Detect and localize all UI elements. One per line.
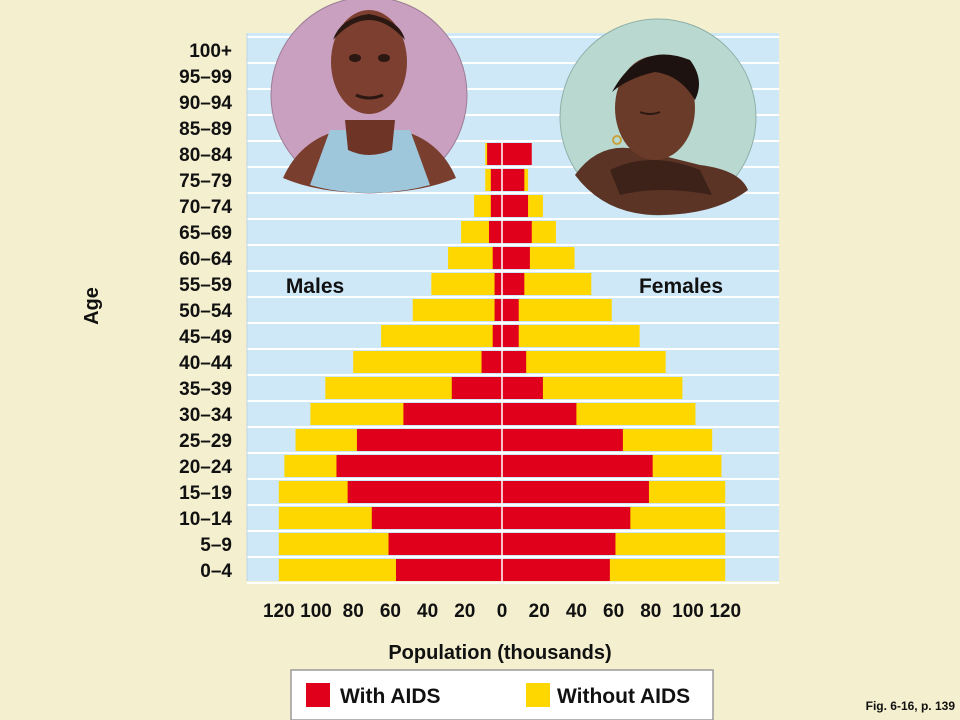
age-label: 100+ xyxy=(189,41,232,62)
age-label: 55–59 xyxy=(179,275,232,296)
bar-female-with-aids xyxy=(502,403,577,425)
bar-female-without-aids xyxy=(502,299,612,321)
bar-male-with-aids xyxy=(494,273,502,295)
age-label: 45–49 xyxy=(179,327,232,348)
bar-male-with-aids xyxy=(403,403,502,425)
bar-male-with-aids xyxy=(347,481,502,503)
males-label: Males xyxy=(286,275,344,298)
bar-male-with-aids xyxy=(356,429,502,451)
bar-female-with-aids xyxy=(502,195,529,217)
x-tick-label: 100 xyxy=(300,601,332,622)
bar-female-with-aids xyxy=(502,273,525,295)
bar-female-with-aids xyxy=(502,507,631,529)
bar-male-without-aids xyxy=(412,299,502,321)
x-tick-label: 40 xyxy=(566,601,587,622)
bar-male-with-aids xyxy=(395,559,502,581)
bar-male-with-aids xyxy=(488,221,502,243)
bar-male-with-aids xyxy=(490,195,502,217)
bar-male-with-aids xyxy=(451,377,502,399)
legend-swatch-with-aids xyxy=(306,683,330,707)
bar-female-with-aids xyxy=(502,143,532,165)
bar-male-without-aids xyxy=(448,247,502,269)
bar-female-with-aids xyxy=(502,429,623,451)
bar-female-with-aids xyxy=(502,533,616,555)
bar-female-with-aids xyxy=(502,377,543,399)
age-label: 75–79 xyxy=(179,171,232,192)
bar-female-with-aids xyxy=(502,221,532,243)
bar-female-without-aids xyxy=(502,377,683,399)
bar-female-with-aids xyxy=(502,325,519,347)
man-portrait-image xyxy=(270,0,468,194)
age-label: 30–34 xyxy=(179,405,232,426)
x-tick-label: 60 xyxy=(380,601,401,622)
bar-male-without-aids xyxy=(431,273,502,295)
bar-female-with-aids xyxy=(502,351,527,373)
figure-caption: Fig. 6-16, p. 139 xyxy=(866,699,956,713)
y-axis-title: Age xyxy=(81,287,103,325)
bar-male-with-aids xyxy=(494,299,502,321)
bar-female-with-aids xyxy=(502,455,653,477)
age-labels: 0–4 5–9 10–14 15–19 20–24 25–29 30–34 35–39 40–4… xyxy=(179,41,232,582)
age-label: 5–9 xyxy=(200,535,232,556)
bar-male-with-aids xyxy=(492,247,502,269)
legend-box xyxy=(290,669,714,720)
age-label: 85–89 xyxy=(179,119,232,140)
x-tick-label: 20 xyxy=(529,601,550,622)
x-tick-label: 80 xyxy=(640,601,661,622)
age-label: 40–44 xyxy=(179,353,232,374)
bar-male-with-aids xyxy=(481,351,502,373)
x-tick-label: 60 xyxy=(603,601,624,622)
x-tick-label: 100 xyxy=(672,601,704,622)
age-label: 95–99 xyxy=(179,67,232,88)
x-tick-label: 20 xyxy=(454,601,475,622)
x-tick-labels: 120 100 80 60 40 20 0 20 40 60 80 100 120 xyxy=(263,601,741,622)
age-label: 80–84 xyxy=(179,145,232,166)
females-label: Females xyxy=(639,275,723,298)
legend-swatch-without-aids xyxy=(526,683,550,707)
legend: With AIDS Without AIDS xyxy=(290,669,714,720)
age-label: 65–69 xyxy=(179,223,232,244)
bar-male-with-aids xyxy=(490,169,502,191)
x-tick-label: 40 xyxy=(417,601,438,622)
age-label: 15–19 xyxy=(179,483,232,504)
x-tick-label: 0 xyxy=(497,601,508,622)
x-tick-label: 120 xyxy=(263,601,295,622)
bar-female-with-aids xyxy=(502,247,530,269)
age-label: 0–4 xyxy=(200,561,232,582)
age-label: 70–74 xyxy=(179,197,232,218)
bar-male-with-aids xyxy=(487,143,502,165)
x-axis-title: Population (thousands) xyxy=(388,642,611,664)
bar-female-with-aids xyxy=(502,169,525,191)
age-label: 35–39 xyxy=(179,379,232,400)
bar-male-without-aids xyxy=(381,325,502,347)
bar-female-with-aids xyxy=(502,559,610,581)
age-label: 10–14 xyxy=(179,509,232,530)
x-tick-label: 120 xyxy=(709,601,741,622)
bars xyxy=(278,140,726,581)
age-label: 50–54 xyxy=(179,301,232,322)
bar-female-without-aids xyxy=(502,351,666,373)
woman-portrait-image xyxy=(559,18,757,216)
bar-female-without-aids xyxy=(502,325,640,347)
age-label: 90–94 xyxy=(179,93,232,114)
bar-female-with-aids xyxy=(502,481,649,503)
x-tick-label: 80 xyxy=(343,601,364,622)
bar-male-with-aids xyxy=(371,507,502,529)
bar-female-with-aids xyxy=(502,299,519,321)
age-label: 25–29 xyxy=(179,431,232,452)
age-label: 20–24 xyxy=(179,457,232,478)
legend-label-with-aids: With AIDS xyxy=(340,685,441,708)
bar-male-with-aids xyxy=(492,325,502,347)
age-label: 60–64 xyxy=(179,249,232,270)
bar-male-with-aids xyxy=(336,455,502,477)
bar-male-without-aids xyxy=(353,351,502,373)
legend-label-without-aids: Without AIDS xyxy=(557,685,690,708)
bar-male-with-aids xyxy=(388,533,502,555)
